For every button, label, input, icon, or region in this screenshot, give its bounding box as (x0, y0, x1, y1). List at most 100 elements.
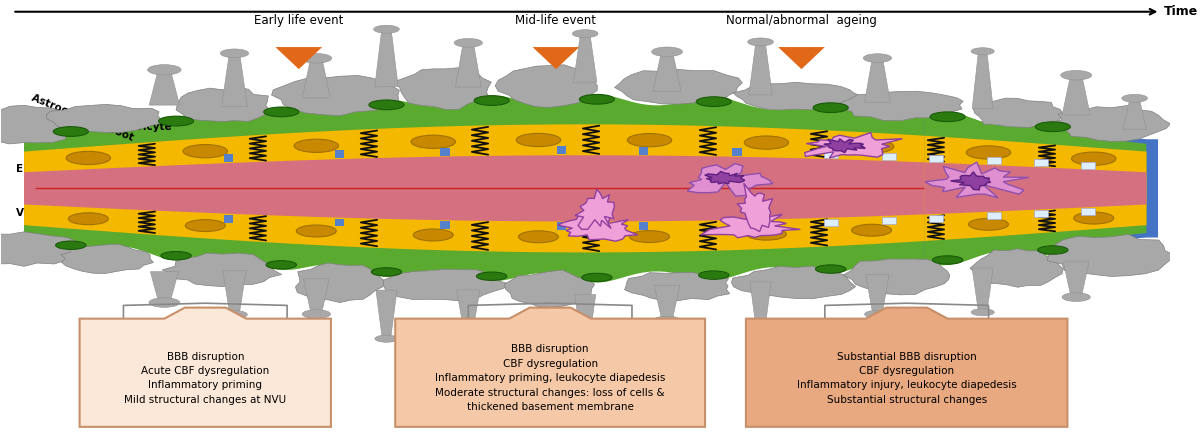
Bar (440, 148, 450, 155)
Text: Endothelial  cell: Endothelial cell (16, 164, 110, 175)
Ellipse shape (864, 310, 890, 318)
Polygon shape (47, 105, 166, 132)
Polygon shape (558, 211, 638, 241)
Polygon shape (0, 232, 86, 266)
Text: Tight
Junction: Tight Junction (173, 164, 212, 186)
Bar (1081, 162, 1094, 169)
Ellipse shape (518, 231, 558, 243)
Polygon shape (24, 116, 1146, 261)
Ellipse shape (66, 152, 110, 165)
Text: BBB disruption
CBF dysregulation
Inflammatory priming, leukocyte diapedesis
Mode: BBB disruption CBF dysregulation Inflamm… (434, 344, 665, 412)
Bar (882, 153, 896, 160)
Polygon shape (844, 259, 950, 295)
Ellipse shape (53, 127, 89, 136)
Ellipse shape (296, 225, 336, 237)
Bar (1034, 210, 1048, 218)
Bar (882, 217, 896, 224)
Ellipse shape (744, 136, 788, 149)
Ellipse shape (1062, 293, 1091, 302)
Bar (224, 154, 233, 162)
Polygon shape (395, 307, 706, 427)
Polygon shape (162, 253, 282, 287)
Polygon shape (701, 212, 800, 238)
Polygon shape (24, 94, 1146, 283)
Bar (638, 147, 648, 155)
Bar (988, 212, 1001, 219)
Polygon shape (376, 290, 397, 339)
Polygon shape (1062, 75, 1091, 115)
Ellipse shape (966, 146, 1010, 159)
Ellipse shape (266, 260, 296, 269)
Ellipse shape (971, 48, 995, 55)
Ellipse shape (221, 49, 248, 58)
Ellipse shape (373, 25, 400, 33)
Polygon shape (0, 105, 76, 144)
Bar (1081, 208, 1094, 215)
Polygon shape (924, 162, 1146, 214)
Text: Normal/abnormal  ageing: Normal/abnormal ageing (726, 14, 877, 27)
Polygon shape (304, 279, 329, 314)
Polygon shape (223, 270, 246, 315)
Text: Astrocytic endfoot: Astrocytic endfoot (30, 93, 134, 143)
Polygon shape (864, 58, 890, 102)
Text: Early life event: Early life event (254, 14, 343, 27)
Ellipse shape (516, 133, 560, 147)
Text: Mid-life event: Mid-life event (516, 14, 596, 27)
Ellipse shape (630, 231, 670, 243)
Polygon shape (805, 132, 902, 158)
Bar (557, 147, 566, 155)
Text: Basement membrane: Basement membrane (924, 272, 1031, 282)
Polygon shape (950, 172, 990, 190)
Polygon shape (925, 162, 1028, 198)
Polygon shape (732, 266, 856, 299)
Polygon shape (746, 307, 1068, 427)
Polygon shape (456, 43, 481, 87)
Polygon shape (1063, 262, 1090, 297)
Ellipse shape (574, 335, 596, 342)
Ellipse shape (413, 229, 454, 241)
Ellipse shape (816, 265, 846, 273)
Ellipse shape (698, 271, 728, 280)
Polygon shape (24, 124, 1146, 253)
Polygon shape (302, 58, 330, 98)
Polygon shape (496, 65, 598, 107)
Ellipse shape (1072, 152, 1116, 165)
Ellipse shape (850, 140, 894, 153)
Polygon shape (533, 47, 580, 69)
Ellipse shape (696, 97, 731, 106)
Ellipse shape (930, 112, 965, 122)
Text: Pericyte: Pericyte (124, 121, 172, 132)
Ellipse shape (653, 316, 682, 325)
Polygon shape (395, 68, 491, 109)
Ellipse shape (158, 116, 193, 126)
Bar (823, 218, 838, 225)
Text: Substantial BBB disruption
CBF dysregulation
Inflammatory injury, leukocyte diap: Substantial BBB disruption CBF dysregula… (797, 352, 1016, 405)
Ellipse shape (294, 139, 338, 152)
Polygon shape (271, 75, 401, 116)
Polygon shape (704, 171, 745, 184)
Polygon shape (924, 112, 1146, 265)
Polygon shape (295, 263, 386, 303)
Ellipse shape (1038, 246, 1068, 254)
Polygon shape (972, 268, 994, 312)
Bar (823, 151, 838, 158)
Text: Time: Time (1164, 5, 1198, 18)
Polygon shape (824, 139, 865, 152)
Bar (557, 222, 566, 230)
Ellipse shape (582, 273, 612, 282)
Polygon shape (778, 47, 824, 69)
Ellipse shape (749, 327, 772, 334)
Ellipse shape (454, 39, 482, 47)
Bar (224, 214, 233, 222)
Ellipse shape (580, 94, 614, 104)
Polygon shape (834, 91, 964, 121)
Polygon shape (1123, 98, 1146, 129)
Ellipse shape (1036, 122, 1070, 132)
Polygon shape (1050, 105, 1170, 141)
Polygon shape (924, 119, 1158, 258)
Ellipse shape (814, 103, 848, 113)
Text: BBB disruption
Acute CBF dysregulation
Inflammatory priming
Mild structural chan: BBB disruption Acute CBF dysregulation I… (125, 352, 287, 405)
Bar (1034, 159, 1048, 167)
Ellipse shape (852, 224, 892, 236)
Polygon shape (222, 53, 247, 106)
